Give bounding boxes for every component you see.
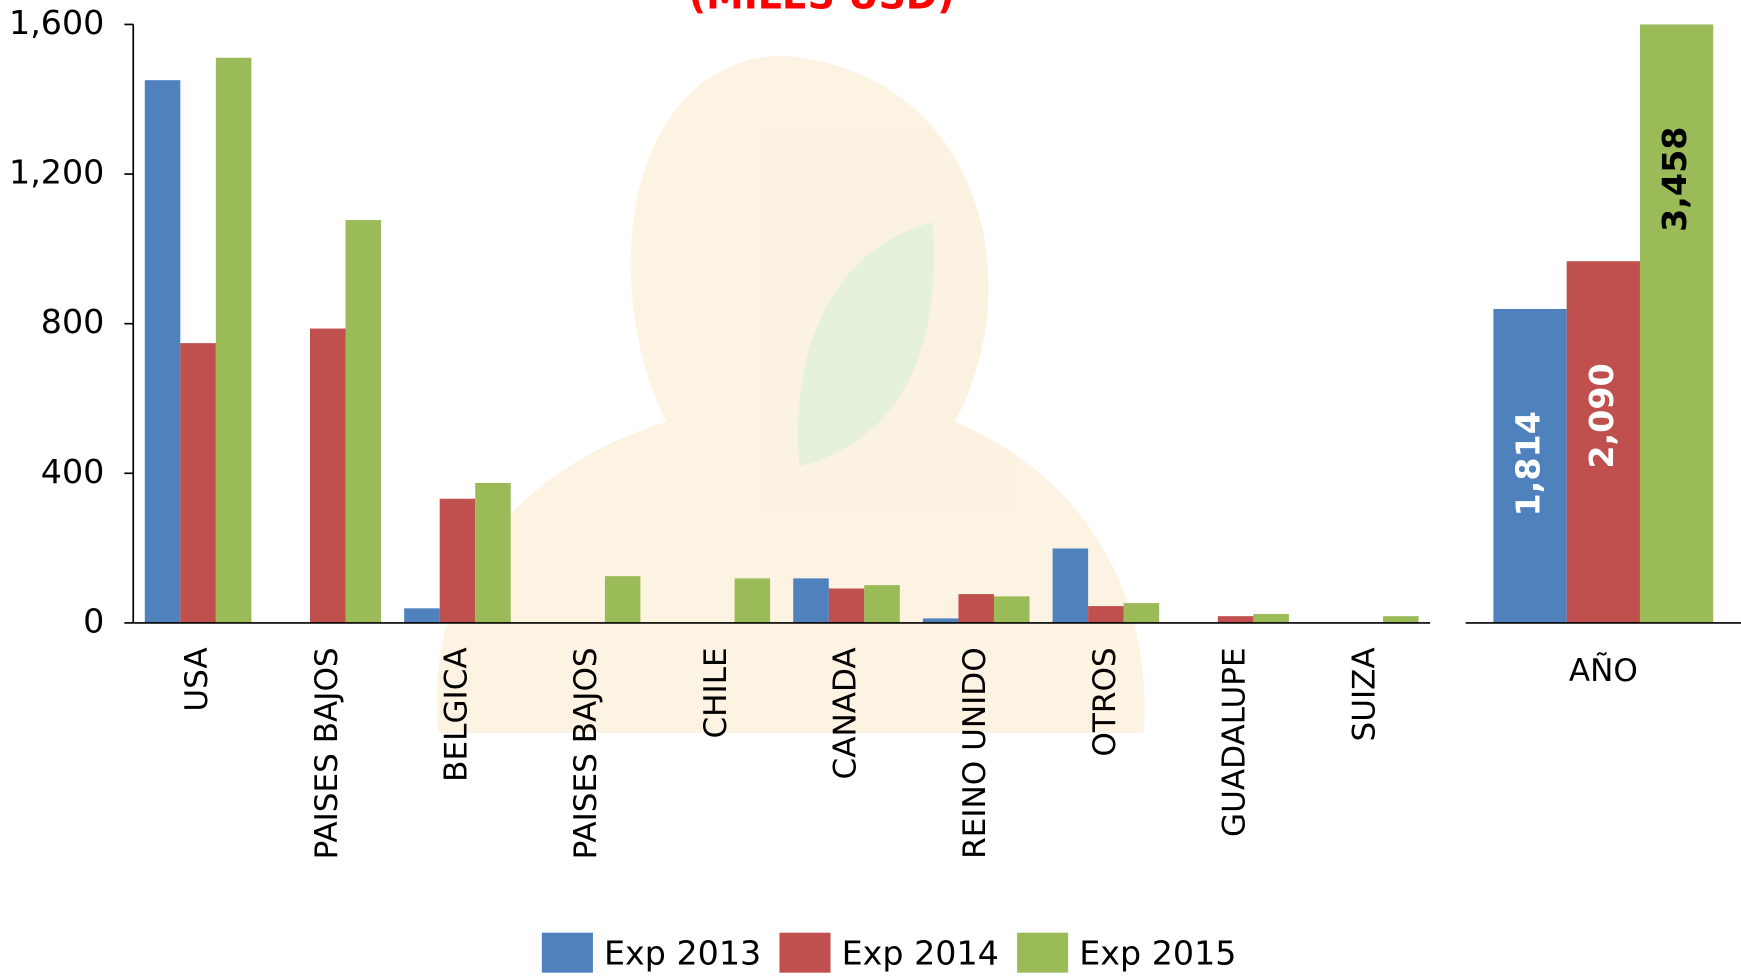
bar: [475, 483, 511, 623]
x-tick-label: PAISES BAJOS: [568, 647, 604, 859]
bar: [1053, 548, 1089, 622]
legend-swatch: [1017, 933, 1068, 973]
bar: [440, 499, 476, 623]
chart: (MILES USD) 0 400 800 1,200 1,600 USA PAISES B…: [0, 0, 1741, 976]
y-tick-label: 0: [83, 601, 104, 640]
x-tick-label: CANADA: [828, 647, 864, 779]
legend-label: Exp 2013: [604, 933, 761, 972]
bar: [1383, 616, 1419, 623]
bar: [1124, 603, 1160, 623]
bar: [1253, 614, 1289, 623]
y-tick-label: 800: [41, 302, 105, 341]
value-label: 2,090: [1582, 363, 1621, 468]
page: (MILES USD) 0 400 800 1,200 1,600 USA PAISES B…: [0, 0, 1741, 976]
legend-swatch: [779, 933, 830, 973]
value-label: 1,814: [1509, 411, 1548, 516]
x-tick-label: PAISES BAJOS: [309, 647, 345, 859]
bar: [864, 585, 900, 623]
x-tick-label: SUIZA: [1346, 647, 1382, 741]
bar: [404, 608, 440, 623]
x-tick-label: USA: [179, 647, 215, 711]
bar: [180, 343, 216, 623]
x-tick-label: CHILE: [698, 647, 734, 738]
chart-title: (MILES USD): [689, 0, 954, 17]
legend-label: Exp 2015: [1079, 933, 1236, 972]
legend-swatch: [542, 933, 593, 973]
bar: [310, 329, 346, 623]
bar: [145, 80, 181, 623]
bar: [735, 578, 771, 623]
bar: [994, 596, 1030, 623]
bar: [829, 588, 865, 622]
bar: [1088, 606, 1124, 623]
x-tick-label: REINO UNIDO: [957, 647, 993, 859]
watermark: [437, 56, 1145, 733]
bar: [1218, 616, 1254, 623]
y-tick-label: 1,600: [9, 3, 104, 42]
value-label: 3,458: [1655, 127, 1694, 232]
y-tick-label: 400: [41, 452, 105, 491]
bar: [958, 594, 994, 623]
bar: [346, 220, 382, 623]
bar: [793, 578, 829, 623]
x-tick-label: OTROS: [1087, 647, 1123, 756]
bar: [1640, 24, 1713, 622]
x-tick-label: AÑO: [1569, 651, 1638, 689]
bar: [216, 58, 252, 623]
x-tick-label: GUADALUPE: [1217, 647, 1253, 837]
x-tick-label: BELGICA: [438, 647, 474, 781]
legend-label: Exp 2014: [842, 933, 999, 972]
bar: [605, 576, 641, 623]
y-tick-label: 1,200: [9, 153, 104, 192]
